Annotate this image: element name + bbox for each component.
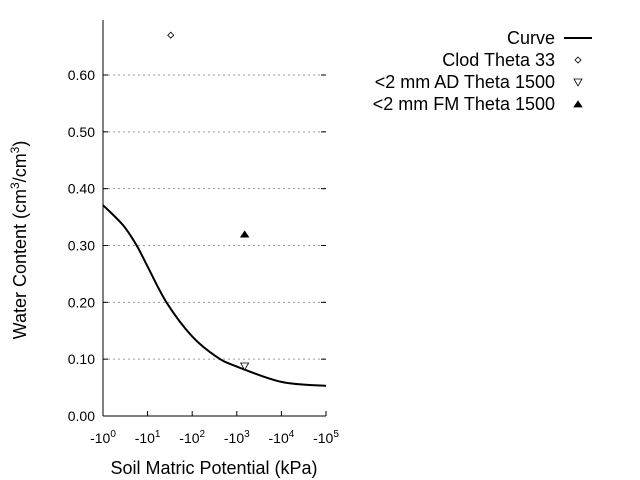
y-tick-label: 0.10 xyxy=(68,351,95,367)
x-tick-label: -103 xyxy=(224,429,250,446)
legend-label: Clod Theta 33 xyxy=(442,50,555,70)
data-point xyxy=(239,362,250,371)
y-tick-label: 0.30 xyxy=(68,238,95,254)
y-axis-label: Water Content (cm3/cm3) xyxy=(8,141,30,340)
x-tick-label: -105 xyxy=(313,429,339,446)
y-tick-label: 0.60 xyxy=(68,67,95,83)
y-tick-label: 0.00 xyxy=(68,408,95,424)
x-tick-label: -102 xyxy=(179,429,205,446)
x-tick-label: -100 xyxy=(90,429,116,446)
legend-marker-swatch xyxy=(574,56,582,64)
legend-marker-swatch xyxy=(573,100,583,108)
legend-label: <2 mm FM Theta 1500 xyxy=(373,94,555,114)
legend-label: Curve xyxy=(507,28,555,48)
y-tick-label: 0.50 xyxy=(68,124,95,140)
data-point xyxy=(239,230,250,238)
y-tick-label: 0.20 xyxy=(68,294,95,310)
legend-label: <2 mm AD Theta 1500 xyxy=(375,72,555,92)
y-tick-label: 0.40 xyxy=(68,181,95,197)
data-point xyxy=(167,31,175,39)
series-curve xyxy=(102,204,327,387)
x-axis-label: Soil Matric Potential (kPa) xyxy=(110,458,317,478)
legend-marker-swatch xyxy=(573,78,583,87)
x-tick-label: -104 xyxy=(269,429,295,446)
x-tick-label: -101 xyxy=(135,429,161,446)
